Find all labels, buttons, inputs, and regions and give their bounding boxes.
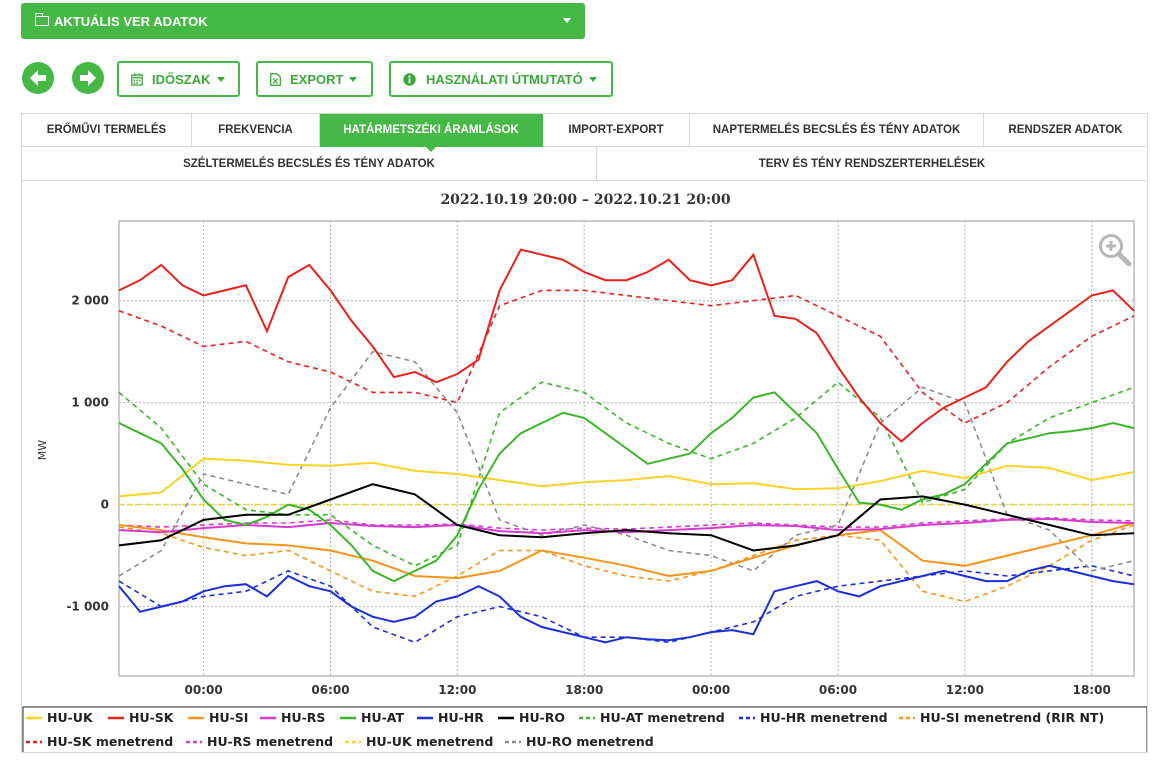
legend-item[interactable]: HU-RO — [498, 710, 565, 725]
user-guide-dropdown-button[interactable]: HASZNÁLATI ÚTMUTATÓ — [389, 61, 613, 97]
next-period-button[interactable] — [72, 62, 104, 94]
tab-system-data[interactable]: RENDSZER ADATOK — [984, 114, 1147, 147]
tab-planned-actual-load[interactable]: TERV ÉS TÉNY RENDSZERTERHELÉSEK — [597, 147, 1147, 181]
legend-item[interactable]: HU-AT — [340, 710, 405, 725]
y-tick-label: 2 000 — [71, 294, 109, 308]
legend-label: HU-HR menetrend — [760, 710, 888, 725]
tab-label: FREKVENCIA — [218, 124, 293, 136]
folder-open-icon — [34, 13, 49, 26]
chart-legend: HU-UK HU-SK HU-SI HU-RS HU-AT HU-HR HU-RO HU-AT… — [26, 710, 1104, 749]
legend-label: HU-UK — [47, 710, 94, 725]
legend-label: HU-SI menetrend (RIR NT) — [920, 710, 1104, 725]
arrow-right-icon — [80, 70, 96, 86]
x-tick-label: 12:00 — [438, 683, 476, 697]
zoom-in-icon[interactable] — [1099, 234, 1132, 267]
header-title: AKTUÁLIS VER ADATOK — [54, 13, 208, 29]
x-tick-label: 00:00 — [184, 683, 222, 697]
series-line-hu-rs — [118, 517, 1135, 535]
x-tick-label: 18:00 — [1073, 683, 1111, 697]
export-dropdown-button[interactable]: EXPORT — [256, 61, 373, 97]
series-line-hu-sk — [118, 248, 1135, 443]
series-line-hu-si — [118, 522, 1135, 580]
series-line-hu-hr — [118, 564, 1135, 644]
tab-label: IMPORT-EXPORT — [568, 124, 664, 136]
y-tick-label: -1 000 — [66, 600, 109, 614]
x-tick-label: 06:00 — [311, 683, 349, 697]
legend-label: HU-RO — [519, 710, 565, 725]
x-tick-label: 06:00 — [819, 683, 857, 697]
tab-label: TERV ÉS TÉNY RENDSZERTERHELÉSEK — [758, 157, 986, 170]
y-axis-ticks: -1 000 0 1 000 2 000 — [66, 294, 109, 614]
tab-label: HATÁRMETSZÉKI ÁRAMLÁSOK — [343, 124, 519, 136]
series-line-hu-si-menetrend-rir-nt- — [118, 524, 1135, 603]
x-tick-label: 18:00 — [565, 683, 603, 697]
legend-box — [22, 706, 1147, 752]
export-label: EXPORT — [290, 71, 344, 87]
y-tick-label: 1 000 — [71, 396, 109, 410]
legend-label: HU-SI — [209, 710, 248, 725]
series-line-hu-at — [118, 391, 1135, 583]
caret-down-icon — [349, 76, 358, 82]
series-layer — [118, 248, 1135, 644]
calendar-icon — [131, 72, 143, 86]
legend-label: HU-SK — [129, 710, 175, 725]
y-axis-label: MW — [36, 440, 49, 460]
series-line-hu-sk-menetrend — [118, 289, 1135, 424]
prev-period-button[interactable] — [22, 62, 54, 94]
legend-label: HU-SK menetrend — [47, 734, 173, 749]
caret-down-icon — [216, 76, 225, 82]
chart-title: 2022.10.19 20:00 – 2022.10.21 20:00 — [440, 192, 731, 208]
series-line-hu-hr-menetrend — [118, 564, 1135, 644]
legend-item[interactable]: HU-RO menetrend — [505, 734, 654, 749]
info-circle-icon — [403, 72, 416, 86]
legend-item[interactable]: HU-SI — [188, 710, 248, 725]
x-tick-label: 12:00 — [946, 683, 984, 697]
tab-wind-generation[interactable]: SZÉLTERMELÉS BECSLÉS ÉS TÉNY ADATOK — [22, 147, 597, 181]
legend-label: HU-AT menetrend — [600, 710, 725, 725]
y-tick-label: 0 — [101, 498, 109, 512]
tab-import-export[interactable]: IMPORT-EXPORT — [543, 114, 690, 147]
tab-power-plant-generation[interactable]: ERŐMŰVI TERMELÉS — [22, 114, 192, 147]
tab-row-2: SZÉLTERMELÉS BECSLÉS ÉS TÉNY ADATOK TERV… — [22, 147, 1147, 181]
period-label: IDŐSZAK — [152, 71, 211, 87]
legend-label: HU-RS — [281, 710, 325, 725]
user-guide-label: HASZNÁLATI ÚTMUTATÓ — [426, 71, 583, 87]
tab-frequency[interactable]: FREKVENCIA — [192, 114, 320, 147]
tab-label: NAPTERMELÉS BECSLÉS ÉS TÉNY ADATOK — [712, 124, 961, 136]
period-dropdown-button[interactable]: IDŐSZAK — [117, 61, 240, 97]
legend-label: HU-RS menetrend — [207, 734, 333, 749]
arrow-left-icon — [30, 70, 46, 86]
series-line-hu-uk — [118, 457, 1135, 498]
tab-label: ERŐMŰVI TERMELÉS — [46, 124, 167, 136]
series-line-hu-ro-menetrend — [118, 350, 1135, 577]
legend-label: HU-HR — [438, 710, 484, 725]
legend-label: HU-UK menetrend — [366, 734, 493, 749]
legend-item[interactable]: HU-SK — [108, 710, 175, 725]
legend-item[interactable]: HU-RS menetrend — [186, 734, 333, 749]
x-tick-label: 00:00 — [692, 683, 730, 697]
legend-item[interactable]: HU-SK menetrend — [26, 734, 173, 749]
legend-item[interactable]: HU-SI menetrend (RIR NT) — [899, 710, 1104, 725]
caret-down-icon — [588, 76, 597, 82]
chevron-down-icon — [563, 18, 571, 23]
excel-file-icon — [270, 72, 281, 86]
tab-solar-generation[interactable]: NAPTERMELÉS BECSLÉS ÉS TÉNY ADATOK — [690, 114, 984, 147]
legend-item[interactable]: HU-AT menetrend — [579, 710, 725, 725]
legend-item[interactable]: HU-HR — [417, 710, 484, 725]
chart-panel: ERŐMŰVI TERMELÉS FREKVENCIA HATÁRMETSZÉK… — [21, 113, 1148, 753]
tab-row-1: ERŐMŰVI TERMELÉS FREKVENCIA HATÁRMETSZÉK… — [22, 114, 1147, 152]
legend-item[interactable]: HU-RS — [260, 710, 325, 725]
tab-label: SZÉLTERMELÉS BECSLÉS ÉS TÉNY ADATOK — [183, 157, 435, 170]
legend-item[interactable]: HU-UK menetrend — [345, 734, 493, 749]
legend-label: HU-AT — [361, 710, 405, 725]
tab-label: RENDSZER ADATOK — [1008, 124, 1123, 136]
legend-item[interactable]: HU-HR menetrend — [739, 710, 888, 725]
series-line-hu-ro — [118, 483, 1135, 552]
legend-label: HU-RO menetrend — [526, 734, 654, 749]
x-axis-ticks: 00:00 06:00 12:00 18:00 00:00 06:00 12:00 18:00 — [184, 683, 1110, 697]
tab-cross-border-flows[interactable]: HATÁRMETSZÉKI ÁRAMLÁSOK — [320, 114, 543, 152]
collapse-header[interactable]: AKTUÁLIS VER ADATOK — [21, 3, 585, 39]
legend-item[interactable]: HU-UK — [26, 710, 94, 725]
